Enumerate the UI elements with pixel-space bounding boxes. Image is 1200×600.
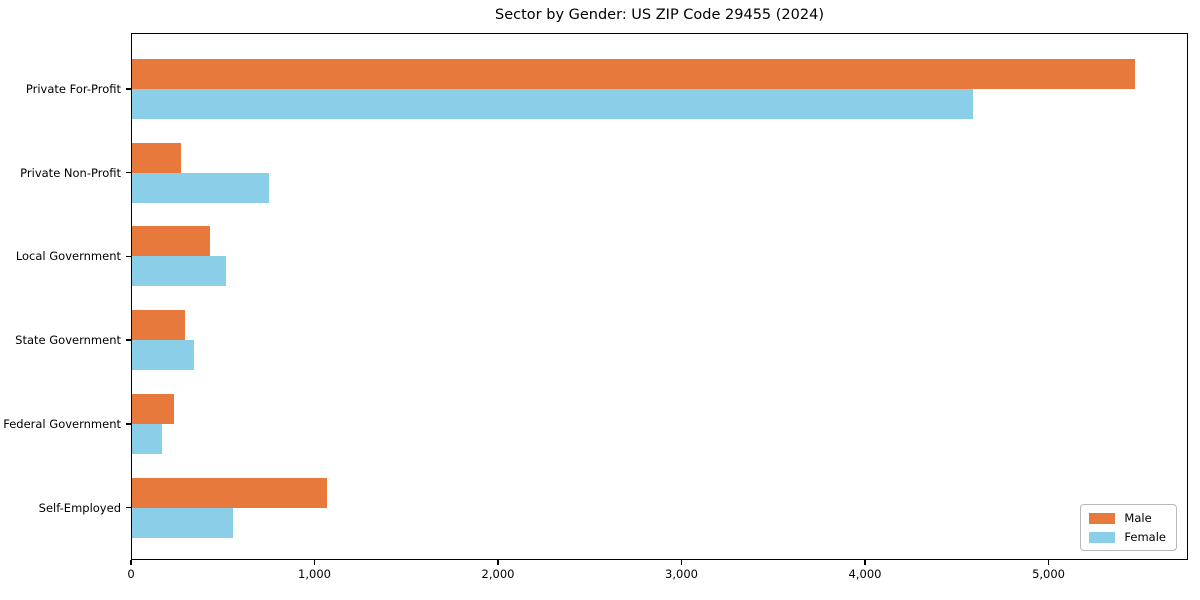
bar-male-local-government xyxy=(131,226,210,257)
bar-male-state-government xyxy=(131,310,185,341)
legend-entry-male: Male xyxy=(1089,511,1166,525)
y-axis-label-federal-government: Federal Government xyxy=(3,416,121,431)
bar-male-private-non-profit xyxy=(131,142,181,173)
y-axis-label-private-non-profit: Private Non-Profit xyxy=(20,165,121,180)
legend-swatch-female xyxy=(1089,531,1116,543)
x-axis-tick xyxy=(313,560,316,565)
x-axis-tick xyxy=(864,560,866,565)
x-axis-tick-label: 4,000 xyxy=(848,567,882,581)
y-axis-label-self-employed: Self-Employed xyxy=(38,500,121,515)
x-axis-tick xyxy=(680,560,683,565)
x-axis-tick-label: 3,000 xyxy=(665,567,698,581)
x-axis-tick xyxy=(1047,560,1050,565)
bar-female-self-employed xyxy=(131,507,233,538)
chart-title: Sector by Gender: US ZIP Code 29455 (202… xyxy=(495,7,824,23)
bar-female-federal-government xyxy=(131,423,162,454)
bar-female-private-for-profit xyxy=(131,89,973,119)
y-axis-label-local-government: Local Government xyxy=(15,249,121,264)
x-axis-tick xyxy=(130,560,132,565)
bar-male-federal-government xyxy=(131,393,174,424)
legend-entry-female: Female xyxy=(1089,530,1166,544)
legend-label: Female xyxy=(1124,530,1166,544)
x-axis-tick-label: 1,000 xyxy=(298,567,331,581)
legend: Male Female xyxy=(1080,504,1177,551)
legend-label: Male xyxy=(1124,511,1152,525)
legend-swatch-male xyxy=(1089,512,1116,524)
y-axis-tick xyxy=(126,339,131,341)
x-axis-tick xyxy=(497,560,499,565)
y-axis-tick xyxy=(126,171,131,174)
x-axis-tick-label: 0 xyxy=(127,567,135,581)
y-axis-tick xyxy=(126,506,131,509)
bar-male-self-employed xyxy=(131,477,327,508)
x-axis-tick-label: 2,000 xyxy=(481,567,515,581)
y-axis-tick xyxy=(126,423,131,425)
y-axis-tick xyxy=(126,88,131,90)
x-axis-tick-label: 5,000 xyxy=(1032,567,1065,581)
y-axis-label-state-government: State Government xyxy=(15,333,121,348)
y-axis-tick xyxy=(126,255,131,258)
bar-female-local-government xyxy=(131,256,226,287)
y-axis-label-private-for-profit: Private For-Profit xyxy=(25,82,121,96)
bar-male-private-for-profit xyxy=(131,59,1135,89)
plot-area xyxy=(131,33,1188,560)
bar-female-state-government xyxy=(131,340,194,371)
bar-female-private-non-profit xyxy=(131,172,269,203)
